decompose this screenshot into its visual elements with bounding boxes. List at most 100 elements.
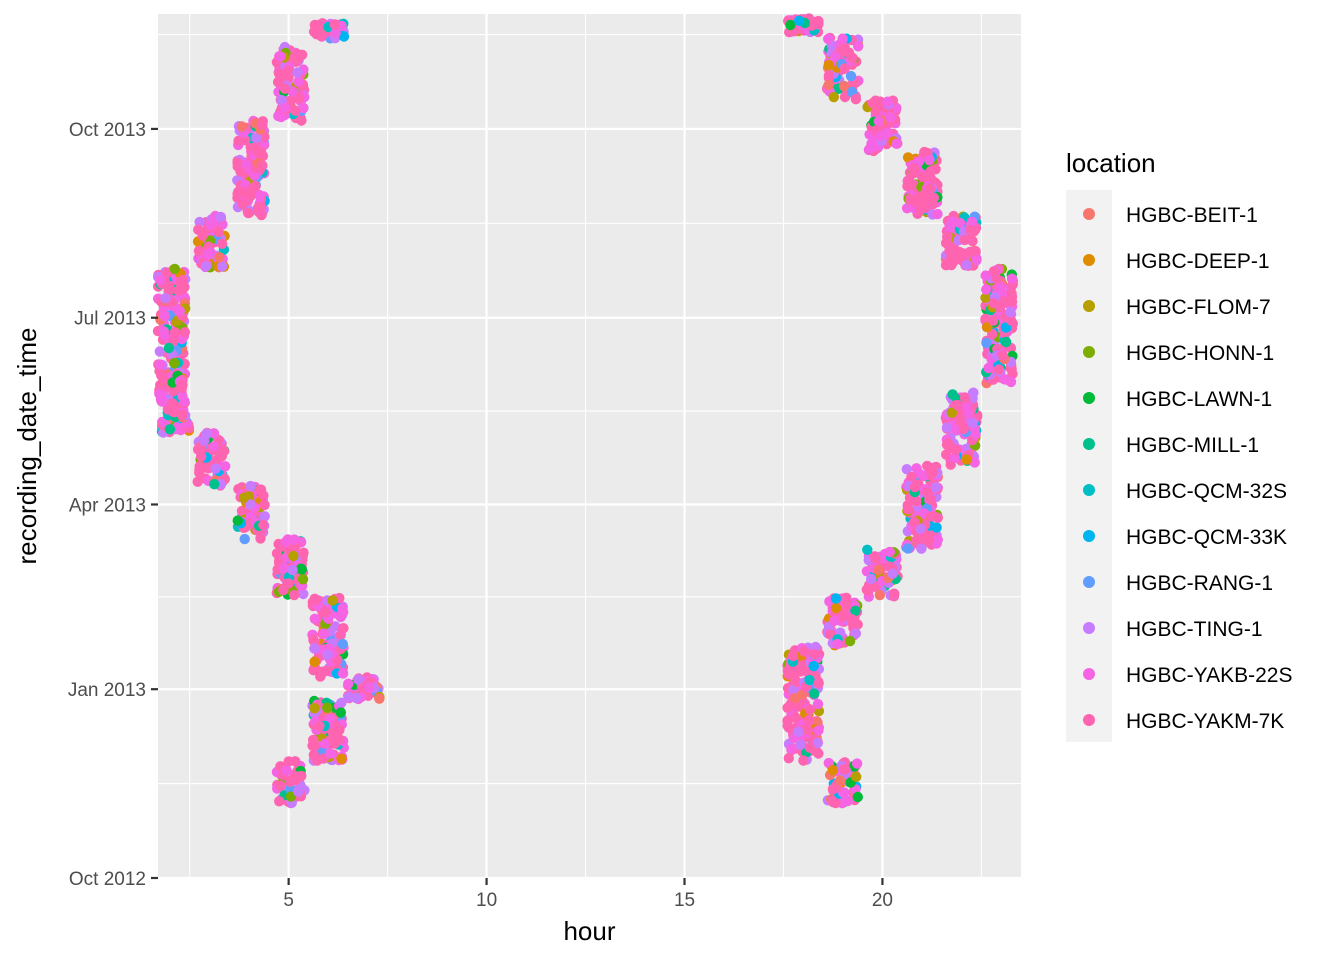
- data-point: [813, 19, 824, 30]
- data-point: [335, 707, 346, 718]
- data-point: [954, 217, 966, 229]
- x-tick-label: 5: [283, 890, 294, 911]
- data-point: [793, 726, 804, 737]
- data-point: [179, 395, 190, 407]
- data-point: [916, 171, 928, 182]
- data-point: [329, 19, 340, 30]
- point-cluster: [901, 460, 943, 554]
- data-point: [782, 702, 793, 713]
- data-point: [254, 189, 265, 201]
- data-point: [901, 464, 912, 475]
- data-point: [239, 533, 250, 545]
- data-point: [924, 155, 935, 166]
- data-point: [965, 246, 976, 258]
- point-cluster: [822, 592, 863, 651]
- data-point: [964, 224, 976, 235]
- data-point: [288, 772, 299, 783]
- data-point: [292, 67, 303, 78]
- data-point: [192, 476, 203, 487]
- data-point: [987, 315, 999, 326]
- data-point: [332, 724, 344, 735]
- data-point: [216, 238, 228, 249]
- data-point: [865, 142, 876, 153]
- data-point: [796, 661, 807, 672]
- data-point: [235, 166, 246, 177]
- data-point: [236, 505, 248, 517]
- point-cluster: [192, 210, 230, 273]
- data-point: [980, 270, 991, 281]
- y-tick-label: Apr 2013: [69, 495, 146, 516]
- data-point: [915, 523, 926, 534]
- point-cluster: [944, 387, 979, 419]
- data-point: [200, 261, 212, 272]
- x-axis-title: hour: [563, 916, 615, 946]
- data-point: [850, 94, 862, 105]
- data-point: [967, 417, 978, 428]
- legend-key: [1083, 392, 1095, 404]
- data-point: [925, 183, 936, 194]
- data-point: [839, 63, 850, 74]
- data-point: [906, 471, 917, 483]
- data-point: [842, 795, 853, 807]
- data-point: [154, 359, 166, 370]
- legend-label: HGBC-HONN-1: [1126, 342, 1274, 365]
- data-point: [795, 739, 806, 750]
- data-point: [255, 484, 267, 495]
- data-point: [314, 720, 325, 732]
- data-point: [950, 444, 962, 456]
- data-point: [823, 33, 834, 45]
- data-point: [330, 27, 341, 39]
- data-point: [353, 674, 364, 685]
- data-point: [834, 775, 846, 786]
- data-point: [960, 400, 972, 411]
- data-point: [169, 357, 180, 369]
- plot-panel: [158, 14, 1021, 878]
- data-point: [829, 615, 840, 626]
- data-point: [839, 787, 850, 798]
- data-point: [278, 584, 289, 596]
- data-point: [250, 132, 262, 143]
- data-point: [1006, 315, 1017, 326]
- data-point: [782, 720, 793, 731]
- data-point: [279, 83, 291, 94]
- data-point: [908, 163, 920, 174]
- legend-key: [1083, 622, 1095, 634]
- data-point: [981, 284, 992, 295]
- data-point: [823, 79, 834, 91]
- point-cluster: [271, 534, 309, 601]
- legend-title: location: [1066, 148, 1156, 178]
- point-cluster: [192, 427, 231, 491]
- data-point: [160, 293, 171, 304]
- point-cluster: [821, 32, 864, 105]
- data-point: [853, 41, 864, 52]
- data-point: [336, 753, 347, 764]
- data-point: [208, 441, 219, 452]
- data-point: [813, 678, 824, 689]
- legend-key: [1083, 254, 1095, 266]
- data-point: [802, 725, 814, 736]
- data-point: [291, 48, 302, 59]
- data-point: [205, 247, 216, 258]
- data-point: [870, 554, 881, 566]
- y-tick-label: Jan 2013: [68, 680, 146, 701]
- data-point: [887, 568, 898, 579]
- data-point: [351, 692, 362, 704]
- point-cluster: [901, 146, 943, 220]
- data-point: [901, 203, 913, 214]
- y-tick-label: Oct 2012: [69, 869, 146, 890]
- data-point: [885, 112, 896, 123]
- data-point: [220, 461, 231, 472]
- point-cluster: [232, 480, 270, 545]
- data-point: [325, 748, 336, 759]
- data-point: [257, 119, 268, 130]
- data-point: [214, 252, 225, 263]
- data-point: [169, 263, 180, 275]
- x-axis: 5 10 15 20: [283, 878, 893, 911]
- data-point: [882, 96, 893, 107]
- data-point: [168, 407, 180, 418]
- data-point: [963, 408, 975, 419]
- y-tick-label: Oct 2013: [69, 120, 146, 141]
- data-point: [830, 602, 842, 614]
- data-point: [232, 515, 243, 526]
- data-point: [315, 671, 326, 682]
